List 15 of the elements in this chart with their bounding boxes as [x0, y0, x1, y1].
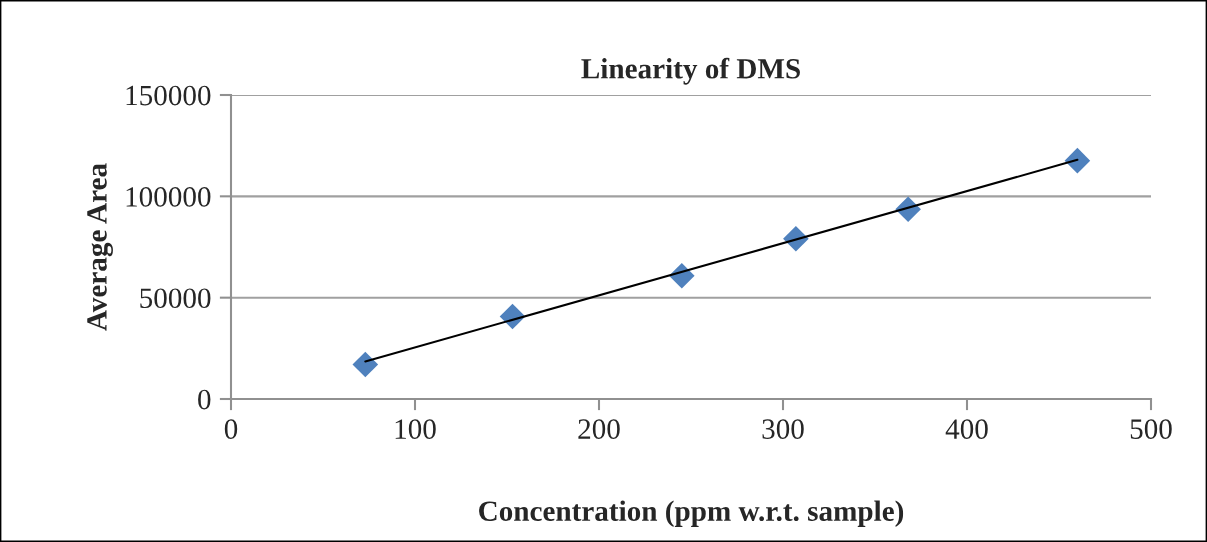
point: [352, 351, 379, 378]
y-tick-label: 150000: [126, 85, 211, 106]
y-axis-title: Average Area: [87, 163, 113, 331]
x-tick-label: 0: [224, 419, 238, 439]
chart-title: Linearity of DMS: [581, 57, 800, 85]
x-tick-label: 300: [762, 419, 804, 439]
x-tick-label: 500: [1130, 419, 1172, 439]
x-tick-label: 400: [945, 419, 988, 439]
y-tick-label: 0: [198, 389, 211, 410]
x-tick-label: 200: [578, 419, 620, 439]
point: [1064, 147, 1091, 174]
y-tick-label: 100000: [126, 187, 211, 207]
y-tick-label: 50000: [140, 288, 211, 309]
x-axis-title: Concentration (ppm w.r.t. sample): [479, 500, 904, 527]
x-tick-label: 100: [395, 419, 436, 439]
